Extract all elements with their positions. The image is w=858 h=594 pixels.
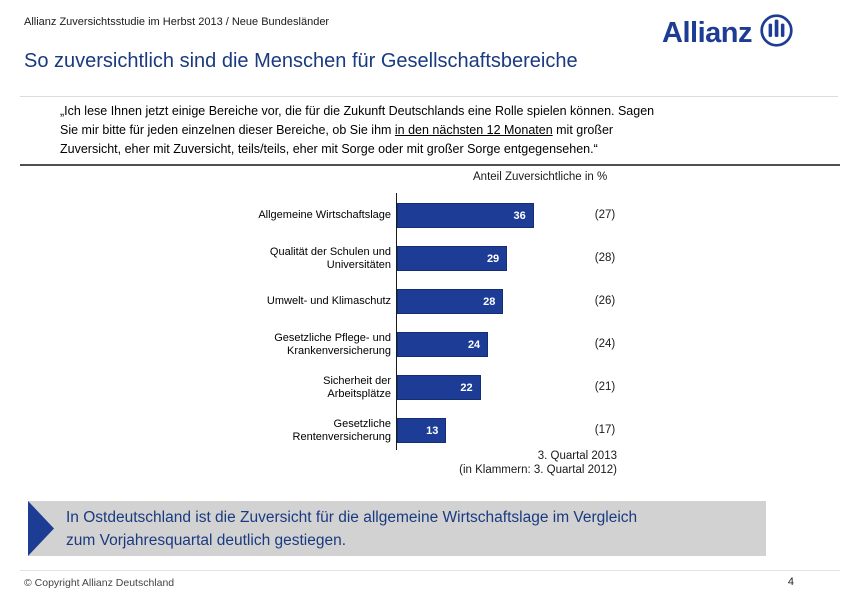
chart-row: Sicherheit der Arbeitsplätze 22 (21) <box>24 366 724 409</box>
page-title: So zuversichtlich sind die Menschen für … <box>24 50 578 72</box>
previous-year-value: (27) <box>594 209 616 221</box>
key-message-text: In Ostdeutschland ist die Zuversicht für… <box>28 506 637 552</box>
footer-copyright: © Copyright Allianz Deutschland <box>24 577 175 589</box>
chart-row: Allgemeine Wirtschaftslage 36 (27) <box>24 194 724 237</box>
chart-row: Qualität der Schulen und Universitäten 29 (… <box>24 237 724 280</box>
quote-line-2-post: mit großer <box>552 123 614 137</box>
separator-footer <box>20 570 840 571</box>
chart-footnote-line-2: (in Klammern: 3. Quartal 2012) <box>459 464 617 476</box>
category-label: Allgemeine Wirtschaftslage <box>258 209 391 221</box>
slide-meta-header: Allianz Zuversichtsstudie im Herbst 2013… <box>24 16 330 28</box>
separator-top <box>20 96 838 97</box>
chart-rows: Allgemeine Wirtschaftslage 36 (27) Qualität… <box>24 194 724 452</box>
quote-line-3: Zuversicht, eher mit Zuversicht, teils/t… <box>60 142 598 156</box>
bar-value-label: 29 <box>486 252 500 265</box>
bar-value-label: 36 <box>513 209 526 222</box>
category-label: Gesetzliche Pflege- und Krankenversicheru… <box>274 331 391 357</box>
survey-question-quote: „Ich lese Ihnen jetzt einige Bereiche vo… <box>60 102 830 159</box>
bar-value-label: 28 <box>483 295 496 308</box>
quote-line-1: „Ich lese Ihnen jetzt einige Bereiche vo… <box>60 104 655 118</box>
separator-above-chart <box>20 164 840 166</box>
allianz-logo: Allianz <box>662 13 794 53</box>
bar: 28 <box>397 289 504 314</box>
page-number: 4 <box>787 576 794 588</box>
bar-value-label: 13 <box>426 424 439 437</box>
previous-year-value: (26) <box>594 295 616 307</box>
allianz-logo-text: Allianz <box>662 16 752 49</box>
key-message-line-2: zum Vorjahresquartal deutlich gestiegen. <box>66 531 347 549</box>
bar: 13 <box>397 418 447 443</box>
quote-line-2-pre: Sie mir bitte für jeden einzelnen dieser… <box>60 123 395 137</box>
bar: 36 <box>397 203 534 228</box>
chart-axis-line <box>396 193 397 450</box>
allianz-eagle-icon <box>759 13 794 53</box>
chart-footnote: 3. Quartal 2013 (in Klammern: 3. Quartal… <box>24 449 617 477</box>
bar: 22 <box>397 375 481 400</box>
previous-year-value: (28) <box>594 252 616 264</box>
arrow-right-icon <box>28 501 54 556</box>
quote-line-2: Sie mir bitte für jeden einzelnen dieser… <box>60 121 830 140</box>
chart-row: Gesetzliche Rentenversicherung 13 (17) <box>24 409 724 452</box>
bar: 29 <box>397 246 508 271</box>
key-message-line-1: In Ostdeutschland ist die Zuversicht für… <box>66 508 638 526</box>
chart-title: Anteil Zuversichtliche in % <box>473 171 608 183</box>
previous-year-value: (24) <box>594 338 616 350</box>
category-label: Umwelt- und Klimaschutz <box>266 295 391 307</box>
category-label: Sicherheit der Arbeitsplätze <box>323 374 391 400</box>
bar-value-label: 24 <box>467 338 481 351</box>
quote-underlined-phrase: in den nächsten 12 Monaten <box>394 123 553 137</box>
chart-row: Umwelt- und Klimaschutz 28 (26) <box>24 280 724 323</box>
previous-year-value: (21) <box>594 381 616 393</box>
chart-footnote-line-1: 3. Quartal 2013 <box>537 450 617 462</box>
chart-row: Gesetzliche Pflege- und Krankenversicheru… <box>24 323 724 366</box>
bar-chart: Allgemeine Wirtschaftslage 36 (27) Qualität… <box>24 193 724 450</box>
category-label: Gesetzliche Rentenversicherung <box>292 417 391 443</box>
category-label: Qualität der Schulen und Universitäten <box>269 245 391 271</box>
bar-value-label: 22 <box>460 381 473 394</box>
previous-year-value: (17) <box>594 424 616 436</box>
key-message-box: In Ostdeutschland ist die Zuversicht für… <box>28 501 766 556</box>
bar: 24 <box>397 332 489 357</box>
